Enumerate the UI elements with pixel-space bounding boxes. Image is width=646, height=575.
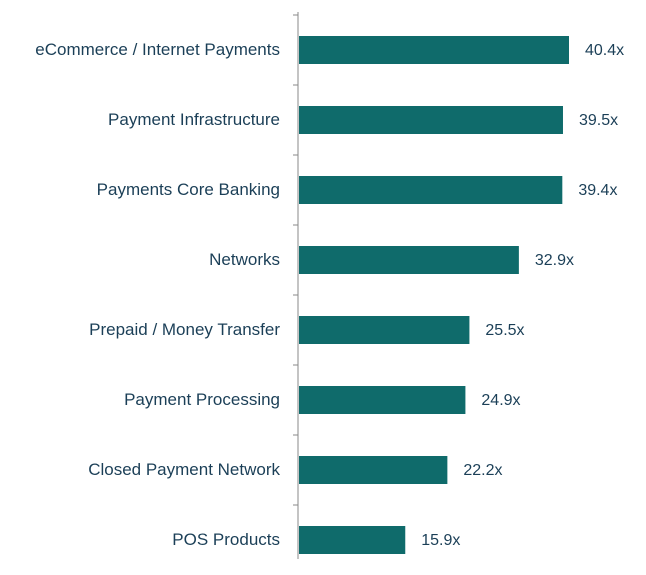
bar: [299, 176, 563, 204]
value-label: 39.5x: [579, 112, 618, 129]
category-text: eCommerce / Internet Payments: [35, 40, 280, 59]
page: 40.4x 39.5x 39.4x 32.9x 25.5x 24.9x 22.2x 15.9x…: [4, 12, 625, 559]
bar: [299, 246, 519, 274]
bar: [299, 36, 569, 64]
bar: [299, 106, 563, 134]
category-text: Closed Payment Network: [88, 460, 280, 479]
bar: [299, 316, 470, 344]
value-label: 15.9x: [421, 532, 460, 549]
bar: [299, 526, 406, 554]
category-text: Payments Core Banking: [96, 180, 280, 199]
category-text: Networks: [209, 250, 280, 269]
category-label: POS Products: [4, 505, 280, 575]
value-label: 22.2x: [463, 462, 502, 479]
category-label: Payment Processing: [4, 365, 280, 435]
value-label: 25.5x: [485, 322, 524, 339]
category-label: Networks: [4, 225, 280, 295]
category-text: POS Products: [172, 530, 280, 549]
category-text: Prepaid / Money Transfer: [89, 320, 280, 339]
category-text: Payment Infrastructure: [108, 110, 280, 129]
category-label: Payment Infrastructure: [4, 85, 280, 155]
bar: [299, 386, 466, 414]
value-label: 24.9x: [481, 392, 520, 409]
chart: 40.4x 39.5x 39.4x 32.9x 25.5x 24.9x 22.2x 15.9x: [293, 12, 624, 559]
category-label: eCommerce / Internet Payments: [4, 15, 280, 85]
category-label: Payments Core Banking: [4, 155, 280, 225]
value-label: 40.4x: [585, 42, 624, 59]
bar: [299, 456, 448, 484]
category-label: Prepaid / Money Transfer: [4, 295, 280, 365]
value-label: 39.4x: [578, 182, 617, 199]
category-text: Payment Processing: [124, 390, 280, 409]
value-label: 32.9x: [535, 252, 574, 269]
category-label: Closed Payment Network: [4, 435, 280, 505]
